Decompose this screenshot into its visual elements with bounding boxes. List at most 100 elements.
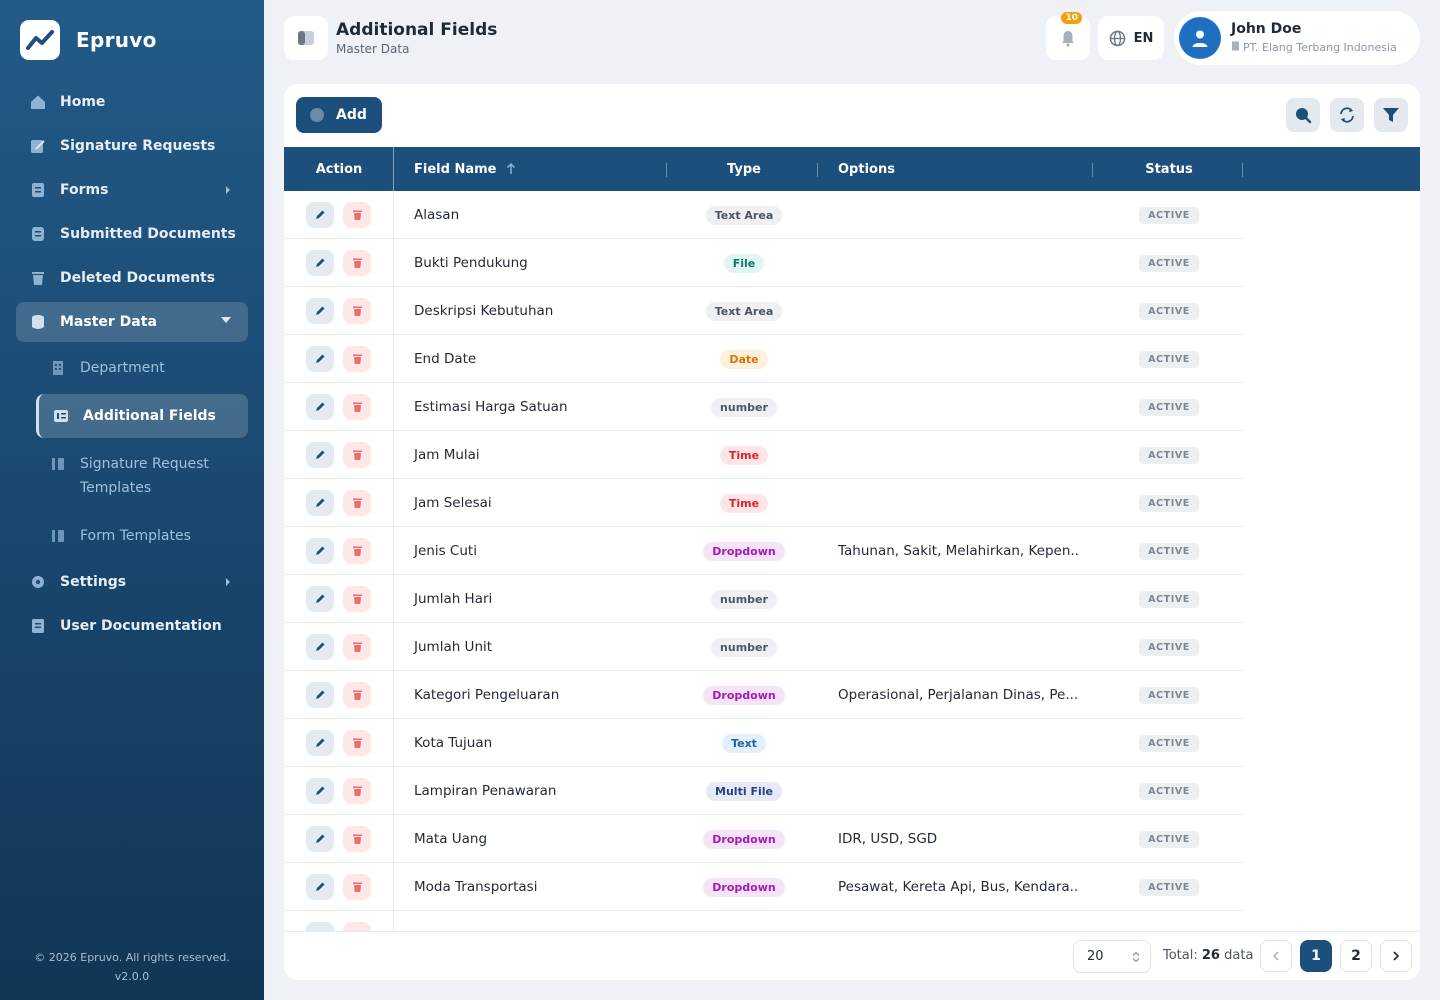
edit-button[interactable] bbox=[306, 394, 334, 420]
trash-icon bbox=[352, 690, 362, 700]
sidebar-item-home[interactable]: Home bbox=[16, 82, 248, 122]
sidebar-subitem-additional-fields[interactable]: Additional Fields bbox=[36, 394, 248, 438]
edit-button[interactable] bbox=[306, 298, 334, 324]
options-cell: IDR, USD, SGD bbox=[838, 831, 938, 847]
sidebar-subitem-department[interactable]: Department bbox=[36, 346, 248, 390]
panel-icon bbox=[298, 31, 314, 45]
edit-button[interactable] bbox=[306, 250, 334, 276]
delete-button[interactable] bbox=[343, 250, 371, 276]
sidebar-subitem-label: Additional Fields bbox=[83, 408, 216, 424]
column-header-options: Options bbox=[838, 147, 895, 191]
type-cell: Dropdown bbox=[666, 671, 822, 719]
status-badge: ACTIVE bbox=[1139, 782, 1199, 800]
sidebar-item-master-data[interactable]: Master Data bbox=[16, 302, 248, 342]
type-badge: number bbox=[711, 397, 777, 417]
action-cell bbox=[284, 863, 394, 911]
status-cell: ACTIVE bbox=[1094, 287, 1244, 335]
edit-button[interactable] bbox=[306, 586, 334, 612]
sidebar-item-forms[interactable]: Forms bbox=[16, 170, 248, 210]
delete-button[interactable] bbox=[343, 874, 371, 900]
status-badge: ACTIVE bbox=[1139, 350, 1199, 368]
search-button[interactable] bbox=[1286, 98, 1320, 132]
edit-button[interactable] bbox=[306, 826, 334, 852]
delete-button[interactable] bbox=[343, 442, 371, 468]
status-cell: ACTIVE bbox=[1094, 335, 1244, 383]
sidebar-nav: Home Signature Requests Forms Submitted … bbox=[16, 82, 248, 650]
sidebar-item-deleted-documents[interactable]: Deleted Documents bbox=[16, 258, 248, 298]
options-cell bbox=[838, 479, 1078, 527]
action-cell bbox=[284, 383, 394, 431]
filter-button[interactable] bbox=[1374, 98, 1408, 132]
table-row: Estimasi Harga Satuan number ACTIVE bbox=[284, 383, 1244, 431]
delete-button[interactable] bbox=[343, 394, 371, 420]
pencil-icon bbox=[316, 354, 325, 363]
edit-button[interactable] bbox=[306, 346, 334, 372]
add-button[interactable]: Add bbox=[296, 97, 382, 133]
field-name-cell: Kategori Pengeluaran bbox=[414, 687, 560, 703]
edit-button[interactable] bbox=[306, 490, 334, 516]
delete-button[interactable] bbox=[343, 634, 371, 660]
page-size-select[interactable]: 20 bbox=[1073, 940, 1151, 973]
type-badge: Text bbox=[722, 733, 766, 753]
delete-button[interactable] bbox=[343, 778, 371, 804]
options-cell bbox=[838, 239, 1078, 287]
delete-button[interactable] bbox=[343, 922, 371, 931]
table-row: Jumlah Hari number ACTIVE bbox=[284, 575, 1244, 623]
delete-button[interactable] bbox=[343, 202, 371, 228]
pencil-icon bbox=[316, 690, 325, 699]
delete-button[interactable] bbox=[343, 298, 371, 324]
column-header-label: Status bbox=[1145, 161, 1193, 177]
template-icon bbox=[52, 530, 64, 542]
delete-button[interactable] bbox=[343, 730, 371, 756]
type-badge: Date bbox=[720, 349, 768, 369]
page-button-1[interactable]: 1 bbox=[1300, 940, 1332, 972]
type-badge: Time bbox=[719, 493, 769, 513]
sidebar-toggle-button[interactable] bbox=[284, 16, 328, 60]
refresh-button[interactable] bbox=[1330, 98, 1364, 132]
sidebar-item-label: Home bbox=[60, 94, 106, 110]
edit-button[interactable] bbox=[306, 202, 334, 228]
sidebar-item-signature-requests[interactable]: Signature Requests bbox=[16, 126, 248, 166]
sidebar-item-submitted-documents[interactable]: Submitted Documents bbox=[16, 214, 248, 254]
column-divider bbox=[1092, 163, 1093, 177]
options-cell bbox=[838, 575, 1078, 623]
status-cell: ACTIVE bbox=[1094, 191, 1244, 239]
delete-button[interactable] bbox=[343, 682, 371, 708]
notification-button[interactable]: 10 bbox=[1046, 12, 1090, 60]
brand[interactable]: Epruvo bbox=[20, 20, 157, 60]
field-name-cell: Alasan bbox=[414, 207, 460, 223]
table-row: End Date Date ACTIVE bbox=[284, 335, 1244, 383]
trash-icon bbox=[32, 272, 44, 285]
edit-button[interactable] bbox=[306, 538, 334, 564]
column-header-field-name[interactable]: Field Name bbox=[414, 147, 516, 191]
sidebar-subitem-form-templates[interactable]: Form Templates bbox=[36, 514, 248, 558]
field-name-cell: End Date bbox=[414, 351, 477, 367]
edit-button[interactable] bbox=[306, 634, 334, 660]
edit-button[interactable] bbox=[306, 730, 334, 756]
edit-button[interactable] bbox=[306, 922, 334, 931]
language-switcher[interactable]: EN bbox=[1098, 16, 1164, 60]
page-button-2[interactable]: 2 bbox=[1340, 940, 1372, 972]
status-badge: ACTIVE bbox=[1139, 206, 1199, 224]
user-org-text: PT. Elang Terbang Indonesia bbox=[1243, 41, 1397, 54]
delete-button[interactable] bbox=[343, 490, 371, 516]
prev-page-button[interactable] bbox=[1260, 940, 1292, 972]
user-organization: PT. Elang Terbang Indonesia bbox=[1231, 41, 1397, 54]
sidebar-subitem-signature-request-templates[interactable]: Signature Request Templates bbox=[36, 442, 248, 510]
status-badge: ACTIVE bbox=[1139, 686, 1199, 704]
next-page-button[interactable] bbox=[1380, 940, 1412, 972]
options-cell bbox=[838, 191, 1078, 239]
sidebar-item-user-documentation[interactable]: User Documentation bbox=[16, 606, 248, 646]
edit-button[interactable] bbox=[306, 874, 334, 900]
edit-button[interactable] bbox=[306, 682, 334, 708]
user-menu[interactable]: John Doe PT. Elang Terbang Indonesia bbox=[1174, 11, 1420, 65]
delete-button[interactable] bbox=[343, 826, 371, 852]
delete-button[interactable] bbox=[343, 346, 371, 372]
delete-button[interactable] bbox=[343, 586, 371, 612]
trash-icon bbox=[352, 786, 362, 796]
edit-button[interactable] bbox=[306, 778, 334, 804]
delete-button[interactable] bbox=[343, 538, 371, 564]
sidebar-item-settings[interactable]: Settings bbox=[16, 562, 248, 602]
status-badge: ACTIVE bbox=[1139, 830, 1199, 848]
edit-button[interactable] bbox=[306, 442, 334, 468]
